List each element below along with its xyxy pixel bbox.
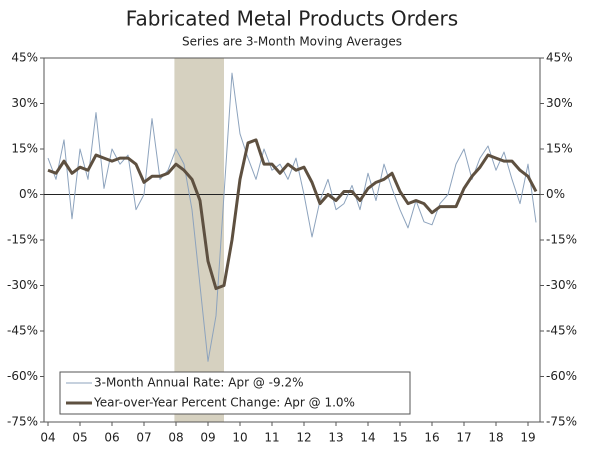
y-tick-label: 45% [11, 51, 38, 65]
x-tick-label: 13 [328, 431, 343, 445]
x-tick-label: 16 [424, 431, 439, 445]
y2-tick-label: 15% [546, 142, 573, 156]
y2-tick-label: -30% [546, 278, 577, 292]
y2-tick-label: 30% [546, 96, 573, 110]
y-tick-label: -15% [7, 233, 38, 247]
legend-box [59, 371, 411, 415]
y-tick-label: -60% [7, 369, 38, 383]
y-tick-label: 30% [11, 96, 38, 110]
x-tick-label: 04 [40, 431, 55, 445]
y2-tick-label: -15% [546, 233, 577, 247]
x-tick-label: 06 [104, 431, 119, 445]
chart-title: Fabricated Metal Products Orders [126, 7, 458, 31]
x-tick-label: 05 [72, 431, 87, 445]
x-tick-label: 14 [360, 431, 375, 445]
y-tick-label: -75% [7, 415, 38, 429]
series-line [47, 138, 538, 291]
y-tick-label: -30% [7, 278, 38, 292]
y-tick-label: 0% [19, 187, 38, 201]
legend-label: Year-over-Year Percent Change: Apr @ 1.0… [93, 396, 355, 410]
x-tick-label: 07 [136, 431, 151, 445]
x-tick-label: 12 [296, 431, 311, 445]
y-tick-label: 15% [11, 142, 38, 156]
y2-tick-label: 45% [546, 51, 573, 65]
y2-tick-label: 0% [546, 187, 565, 201]
x-tick-label: 18 [488, 431, 503, 445]
x-tick-label: 17 [456, 431, 471, 445]
legend-label: 3-Month Annual Rate: Apr @ -9.2% [94, 376, 304, 390]
chart-subtitle: Series are 3-Month Moving Averages [182, 35, 402, 49]
recession-shade [174, 58, 224, 422]
x-tick-label: 19 [520, 431, 535, 445]
y2-tick-label: -45% [546, 324, 577, 338]
plot-frame [43, 57, 541, 423]
y2-tick-label: -60% [546, 369, 577, 383]
x-tick-label: 08 [168, 431, 183, 445]
x-tick-label: 15 [392, 431, 407, 445]
x-tick-label: 09 [200, 431, 215, 445]
x-tick-label: 11 [264, 431, 279, 445]
y2-tick-label: -75% [546, 415, 577, 429]
y-tick-label: -45% [7, 324, 38, 338]
series-line [47, 72, 537, 362]
x-tick-label: 10 [232, 431, 247, 445]
